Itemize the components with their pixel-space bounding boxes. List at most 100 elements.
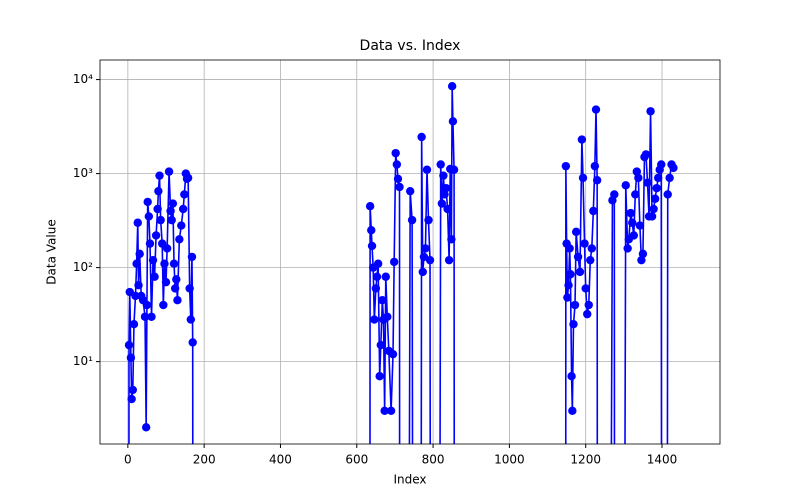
data-point — [178, 204, 188, 214]
data-point — [183, 173, 193, 183]
data-point — [395, 182, 404, 192]
data-point — [172, 275, 181, 284]
data-point — [144, 212, 154, 221]
data-point — [447, 235, 456, 244]
data-point — [449, 165, 459, 174]
data-point — [386, 406, 396, 415]
data-point — [587, 244, 597, 253]
data-point — [565, 244, 574, 253]
data-point — [391, 148, 400, 158]
axes-frame — [99, 59, 721, 445]
y-axis-label: Data Value — [45, 219, 59, 284]
data-point — [371, 284, 381, 293]
data-point — [443, 204, 452, 214]
data-point — [128, 385, 138, 395]
data-point — [652, 183, 661, 193]
data-point — [638, 249, 648, 259]
data-point — [647, 212, 657, 221]
data-point — [135, 249, 144, 259]
data-point — [568, 406, 577, 415]
data-point — [143, 197, 152, 207]
data-point — [133, 218, 142, 227]
data-point — [563, 293, 572, 302]
data-point — [140, 312, 150, 321]
data-point — [577, 135, 587, 144]
data-point — [126, 353, 136, 362]
data-point — [621, 181, 630, 190]
data-point — [376, 340, 386, 350]
y-tick-label: 10³ — [73, 166, 93, 180]
data-point — [185, 284, 194, 293]
data-point — [448, 117, 458, 126]
data-point — [590, 161, 600, 171]
data-point — [383, 312, 392, 321]
data-point — [156, 215, 165, 225]
data-point — [437, 199, 447, 208]
data-point — [586, 255, 595, 265]
data-point — [646, 107, 655, 116]
data-point — [169, 259, 179, 268]
data-point — [643, 178, 652, 187]
data-point — [441, 183, 451, 193]
data-point — [380, 406, 389, 415]
data-point — [188, 338, 197, 347]
data-point — [150, 272, 159, 281]
data-point — [141, 423, 151, 432]
data-point — [589, 206, 598, 216]
data-point — [127, 394, 136, 404]
data-point — [389, 257, 399, 267]
data-point — [167, 215, 176, 225]
y-tick-label: 10⁴ — [73, 72, 93, 86]
data-point — [405, 186, 415, 196]
data-point — [573, 252, 583, 262]
data-point — [421, 244, 430, 253]
data-point — [626, 208, 635, 218]
data-point — [570, 300, 580, 310]
data-point — [566, 270, 575, 279]
data-point — [623, 244, 632, 253]
data-point — [145, 239, 155, 248]
data-point — [592, 176, 602, 185]
data-point — [134, 280, 143, 290]
x-tick-label: 200 — [193, 453, 216, 467]
data-point — [631, 190, 640, 199]
data-point — [164, 167, 174, 176]
data-point — [154, 186, 163, 196]
data-point — [440, 190, 449, 199]
data-point — [381, 272, 390, 281]
x-tick-label: 400 — [269, 453, 292, 467]
data-point — [641, 150, 651, 159]
data-point — [417, 132, 426, 142]
data-point — [439, 171, 448, 180]
data-point — [567, 371, 576, 381]
chart-title: Data vs. Index — [360, 38, 461, 54]
data-point — [650, 194, 660, 203]
data-point — [148, 255, 158, 265]
x-tick-label: 1200 — [570, 453, 601, 467]
x-tick-label: 600 — [345, 453, 368, 467]
data-point — [378, 296, 387, 305]
data-point — [142, 300, 152, 310]
data-point — [170, 284, 180, 293]
data-point — [425, 255, 435, 265]
data-point — [581, 284, 590, 293]
data-point — [637, 255, 646, 265]
data-point — [393, 174, 403, 184]
data-point — [373, 259, 383, 268]
data-point — [444, 255, 454, 265]
data-point — [175, 235, 184, 244]
data-point — [388, 349, 398, 359]
data-point — [147, 312, 156, 321]
data-point — [151, 231, 161, 240]
data-point — [584, 300, 593, 310]
data-point — [561, 161, 571, 171]
data-point — [166, 206, 175, 216]
x-tick-label: 1000 — [494, 453, 525, 467]
data-point — [591, 105, 601, 114]
plot-area — [124, 82, 678, 444]
data-point — [632, 167, 642, 176]
data-point — [583, 309, 592, 319]
data-point — [422, 165, 432, 174]
data-point — [629, 231, 638, 240]
